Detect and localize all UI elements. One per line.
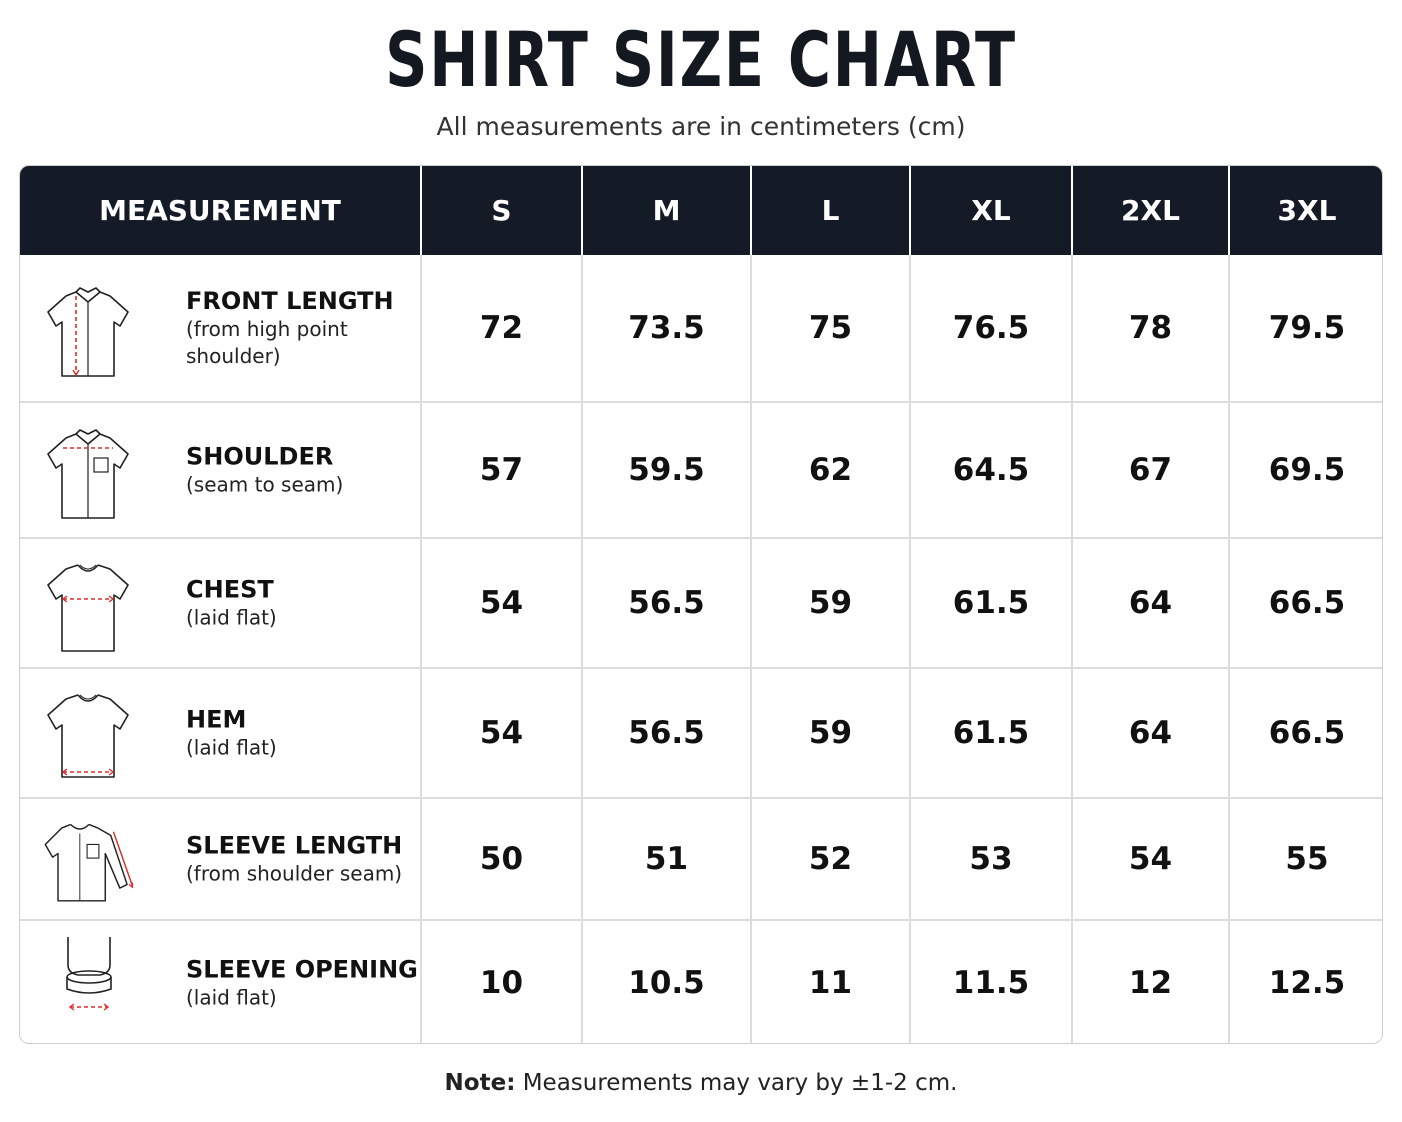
measurement-cell: SHOULDER (seam to seam) — [20, 403, 420, 537]
header-size-m: M — [581, 166, 750, 255]
measurement-description: (laid flat) — [186, 605, 277, 630]
value-size-s: 72 — [420, 255, 581, 401]
measurement-description: (seam to seam) — [186, 472, 344, 497]
value-size-s: 50 — [420, 799, 581, 919]
measurement-name: FRONT LENGTH — [186, 287, 394, 315]
value-size-3xl: 12.5 — [1228, 921, 1382, 1043]
page-subtitle: All measurements are in centimeters (cm) — [436, 112, 966, 141]
measurement-description: (laid flat) — [186, 735, 277, 760]
value-size-2xl: 64 — [1071, 669, 1228, 797]
value-size-2xl: 12 — [1071, 921, 1228, 1043]
value-size-l: 11 — [750, 921, 909, 1043]
value-size-m: 73.5 — [581, 255, 750, 401]
value-size-2xl: 67 — [1071, 403, 1228, 537]
measurement-cell: FRONT LENGTH (from high point shoulder) — [20, 255, 420, 401]
size-chart-table: MEASUREMENT S M L XL 2XL 3XL FRONT LENGT… — [19, 165, 1383, 1044]
table-row: CHEST (laid flat) 54 56.5 59 61.5 64 66.… — [20, 537, 1382, 667]
shirt-chest-icon — [47, 564, 129, 652]
measurement-description: (from shoulder seam) — [186, 861, 403, 886]
value-size-m: 59.5 — [581, 403, 750, 537]
header-size-s: S — [420, 166, 581, 255]
header-size-l: L — [750, 166, 909, 255]
table-header: MEASUREMENT S M L XL 2XL 3XL — [20, 166, 1382, 255]
value-size-2xl: 54 — [1071, 799, 1228, 919]
measurement-cell: HEM (laid flat) — [20, 669, 420, 797]
shirt-hem-icon — [47, 694, 129, 778]
note-label: Note: — [444, 1070, 516, 1096]
header-size-xl: XL — [909, 166, 1071, 255]
value-size-l: 62 — [750, 403, 909, 537]
value-size-3xl: 66.5 — [1228, 669, 1382, 797]
value-size-s: 54 — [420, 669, 581, 797]
value-size-xl: 61.5 — [909, 539, 1071, 667]
header-measurement: MEASUREMENT — [99, 194, 341, 227]
measurement-description: (from high point shoulder) — [186, 317, 348, 368]
measurement-name: CHEST — [186, 575, 274, 604]
measurement-name: HEM — [186, 705, 247, 734]
table-row: SHOULDER (seam to seam) 57 59.5 62 64.5 … — [20, 401, 1382, 537]
value-size-xl: 76.5 — [909, 255, 1071, 401]
measurement-cell: CHEST (laid flat) — [20, 539, 420, 667]
footnote: Note: Measurements may vary by ±1-2 cm. — [0, 1066, 1402, 1100]
value-size-l: 75 — [750, 255, 909, 401]
header-size-2xl: 2XL — [1071, 166, 1228, 255]
table-row: HEM (laid flat) 54 56.5 59 61.5 64 66.5 — [20, 667, 1382, 797]
value-size-3xl: 79.5 — [1228, 255, 1382, 401]
shirt-shoulder-icon — [47, 429, 129, 519]
sleeve-opening-icon — [66, 937, 112, 1011]
value-size-xl: 11.5 — [909, 921, 1071, 1043]
value-size-m: 10.5 — [581, 921, 750, 1043]
measurement-cell: SLEEVE LENGTH (from shoulder seam) — [20, 799, 420, 919]
measurement-name: SHOULDER — [186, 442, 334, 471]
measurement-description: (laid flat) — [186, 985, 277, 1010]
table-row: SLEEVE OPENING (laid flat) 10 10.5 11 11… — [20, 919, 1382, 1043]
value-size-l: 52 — [750, 799, 909, 919]
header-size-3xl: 3XL — [1228, 166, 1382, 255]
value-size-xl: 53 — [909, 799, 1071, 919]
shirt-sleeve-length-icon — [44, 823, 134, 902]
value-size-s: 57 — [420, 403, 581, 537]
value-size-m: 56.5 — [581, 539, 750, 667]
table-row: FRONT LENGTH (from high point shoulder) … — [20, 255, 1382, 401]
value-size-s: 10 — [420, 921, 581, 1043]
value-size-m: 51 — [581, 799, 750, 919]
value-size-s: 54 — [420, 539, 581, 667]
shirt-front-length-icon — [47, 287, 129, 377]
value-size-3xl: 66.5 — [1228, 539, 1382, 667]
value-size-xl: 61.5 — [909, 669, 1071, 797]
measurement-cell: SLEEVE OPENING (laid flat) — [20, 921, 420, 1043]
value-size-xl: 64.5 — [909, 403, 1071, 537]
measurement-name: SLEEVE LENGTH — [186, 831, 403, 860]
value-size-3xl: 55 — [1228, 799, 1382, 919]
note-text: Measurements may vary by ±1-2 cm. — [515, 1070, 958, 1096]
value-size-2xl: 64 — [1071, 539, 1228, 667]
page-title: SHIRT SIZE CHART — [385, 15, 1017, 104]
table-row: SLEEVE LENGTH (from shoulder seam) 50 51… — [20, 797, 1382, 919]
measurement-name: SLEEVE OPENING — [186, 955, 418, 984]
value-size-3xl: 69.5 — [1228, 403, 1382, 537]
value-size-2xl: 78 — [1071, 255, 1228, 401]
value-size-l: 59 — [750, 669, 909, 797]
value-size-m: 56.5 — [581, 669, 750, 797]
value-size-l: 59 — [750, 539, 909, 667]
